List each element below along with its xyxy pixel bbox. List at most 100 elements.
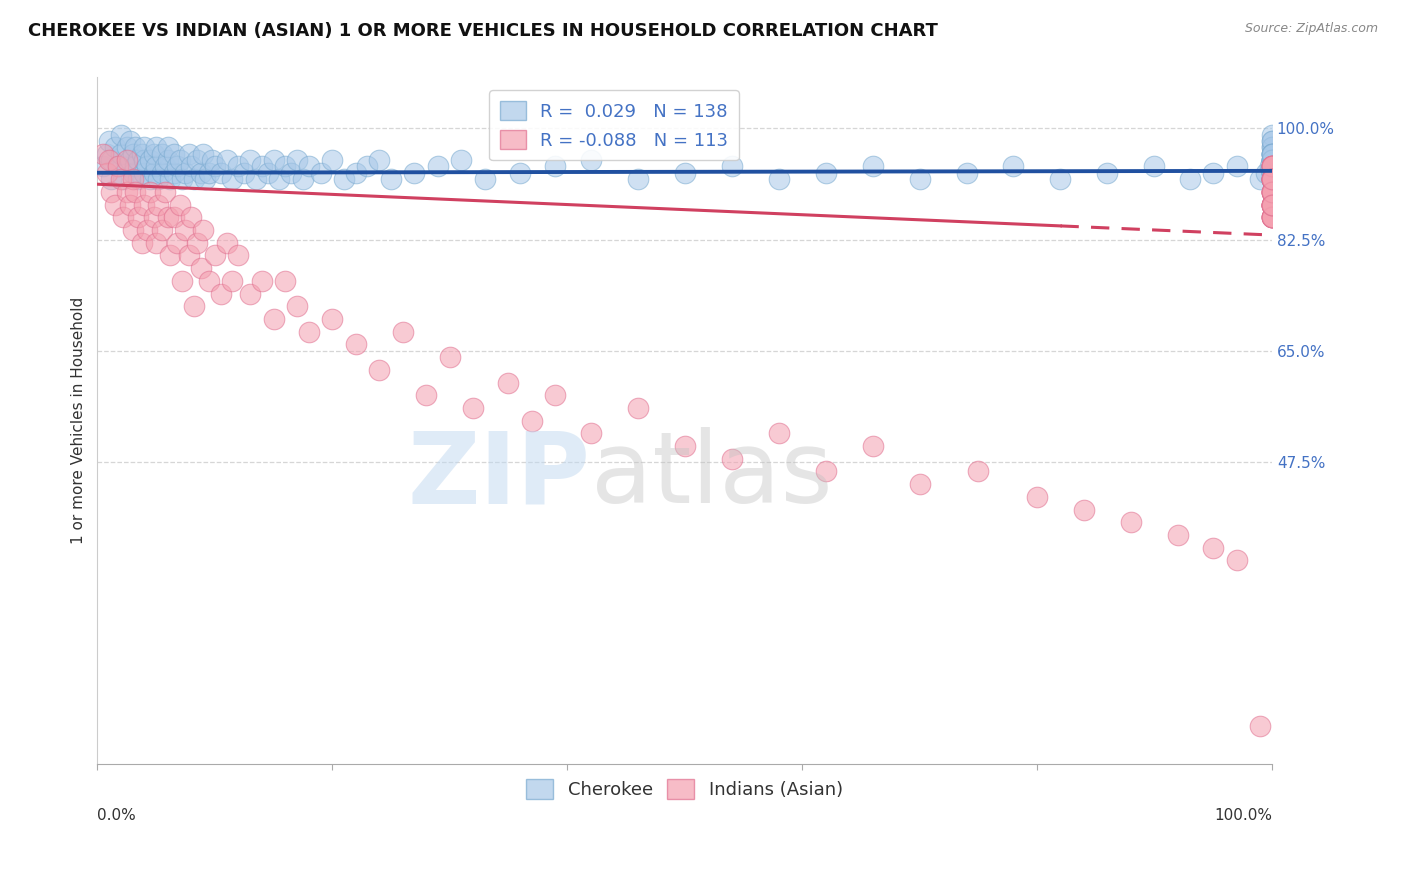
Point — [1261, 160, 1284, 174]
Point — [1261, 160, 1284, 174]
Point — [1261, 146, 1284, 161]
Point — [209, 286, 232, 301]
Text: 100.0%: 100.0% — [1213, 808, 1272, 823]
Point — [1261, 160, 1284, 174]
Point — [344, 337, 367, 351]
Point — [321, 153, 343, 167]
Point — [120, 134, 142, 148]
Point — [166, 235, 188, 250]
Point — [204, 160, 226, 174]
Point — [190, 261, 212, 276]
Point — [1261, 140, 1284, 154]
Point — [107, 160, 129, 174]
Point — [391, 325, 413, 339]
Point — [814, 465, 837, 479]
Point — [404, 166, 426, 180]
Point — [1261, 172, 1284, 186]
Point — [1261, 172, 1284, 186]
Point — [439, 350, 461, 364]
Point — [1261, 166, 1284, 180]
Point — [250, 274, 273, 288]
Point — [159, 248, 181, 262]
Point — [1261, 185, 1284, 199]
Point — [142, 146, 165, 161]
Point — [91, 146, 114, 161]
Point — [1226, 553, 1249, 567]
Point — [156, 153, 179, 167]
Point — [274, 160, 297, 174]
Point — [1261, 185, 1284, 199]
Point — [1261, 172, 1284, 186]
Point — [908, 172, 931, 186]
Point — [256, 166, 278, 180]
Point — [1261, 172, 1284, 186]
Point — [1261, 211, 1284, 225]
Point — [1261, 140, 1284, 154]
Point — [1119, 516, 1142, 530]
Point — [1261, 211, 1284, 225]
Point — [544, 388, 567, 402]
Point — [198, 166, 221, 180]
Point — [201, 153, 224, 167]
Text: Source: ZipAtlas.com: Source: ZipAtlas.com — [1244, 22, 1378, 36]
Point — [333, 172, 356, 186]
Point — [520, 414, 543, 428]
Point — [110, 172, 132, 186]
Point — [1261, 172, 1284, 186]
Point — [509, 166, 531, 180]
Point — [183, 299, 205, 313]
Point — [96, 166, 118, 180]
Point — [135, 223, 157, 237]
Point — [1261, 197, 1284, 211]
Legend: Cherokee, Indians (Asian): Cherokee, Indians (Asian) — [519, 772, 851, 806]
Point — [183, 172, 205, 186]
Point — [1261, 153, 1284, 167]
Point — [1002, 160, 1025, 174]
Point — [139, 153, 162, 167]
Point — [263, 153, 285, 167]
Point — [107, 160, 129, 174]
Point — [148, 197, 170, 211]
Point — [1261, 166, 1284, 180]
Point — [427, 160, 450, 174]
Point — [1261, 160, 1284, 174]
Point — [862, 160, 884, 174]
Point — [1261, 172, 1284, 186]
Point — [1261, 134, 1284, 148]
Point — [1249, 172, 1271, 186]
Point — [221, 274, 243, 288]
Point — [1249, 719, 1271, 733]
Point — [627, 172, 650, 186]
Point — [163, 166, 186, 180]
Point — [142, 166, 165, 180]
Point — [1261, 172, 1284, 186]
Point — [100, 185, 122, 199]
Text: CHEROKEE VS INDIAN (ASIAN) 1 OR MORE VEHICLES IN HOUSEHOLD CORRELATION CHART: CHEROKEE VS INDIAN (ASIAN) 1 OR MORE VEH… — [28, 22, 938, 40]
Point — [1261, 172, 1284, 186]
Point — [226, 160, 249, 174]
Point — [245, 172, 267, 186]
Point — [544, 160, 567, 174]
Point — [415, 388, 437, 402]
Point — [1261, 197, 1284, 211]
Point — [908, 477, 931, 491]
Point — [1261, 153, 1284, 167]
Point — [1261, 153, 1284, 167]
Point — [967, 465, 990, 479]
Point — [1261, 160, 1284, 174]
Point — [221, 172, 243, 186]
Point — [190, 166, 212, 180]
Point — [131, 235, 153, 250]
Point — [239, 286, 262, 301]
Point — [150, 223, 173, 237]
Point — [768, 172, 790, 186]
Point — [298, 325, 321, 339]
Point — [159, 172, 181, 186]
Point — [1261, 185, 1284, 199]
Point — [1261, 146, 1284, 161]
Point — [177, 248, 200, 262]
Point — [321, 312, 343, 326]
Point — [98, 153, 121, 167]
Point — [1261, 160, 1284, 174]
Point — [814, 166, 837, 180]
